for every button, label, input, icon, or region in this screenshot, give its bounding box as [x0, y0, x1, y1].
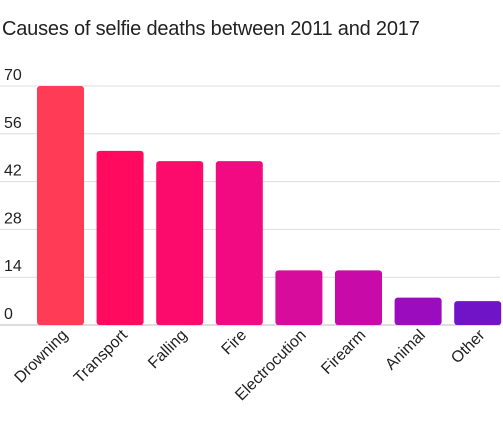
x-tick-label: Fire: [219, 327, 251, 359]
x-tick-label: Firearm: [318, 327, 369, 378]
bars: [37, 86, 502, 325]
bar-falling: [156, 161, 204, 325]
x-tick-label: Animal: [382, 327, 429, 374]
x-tick-label: Drowning: [12, 327, 72, 387]
bar-firearm: [335, 270, 382, 325]
y-axis-ticks: 0 14 28 42 56 70: [4, 67, 22, 323]
y-tick-label: 42: [4, 163, 22, 180]
bar-electrocution: [275, 270, 323, 325]
x-tick-label: Other: [448, 326, 489, 367]
bar-fire: [215, 161, 263, 325]
bar-animal: [394, 297, 442, 325]
y-tick-label: 14: [4, 258, 22, 275]
y-tick-label: 56: [4, 115, 22, 132]
y-tick-label: 28: [4, 210, 22, 227]
bar-transport: [96, 150, 144, 325]
x-tick-label: Falling: [145, 327, 190, 372]
y-tick-label: 0: [4, 306, 13, 323]
x-axis-labels: Drowning Transport Falling FireElectrocutio…: [12, 326, 489, 404]
bar-other: [454, 301, 502, 325]
x-tick-label: Transport: [71, 326, 131, 386]
bar-drowning: [37, 86, 84, 325]
chart-title: Causes of selfie deaths between 2011 and…: [2, 18, 420, 40]
y-tick-label: 70: [4, 67, 22, 84]
